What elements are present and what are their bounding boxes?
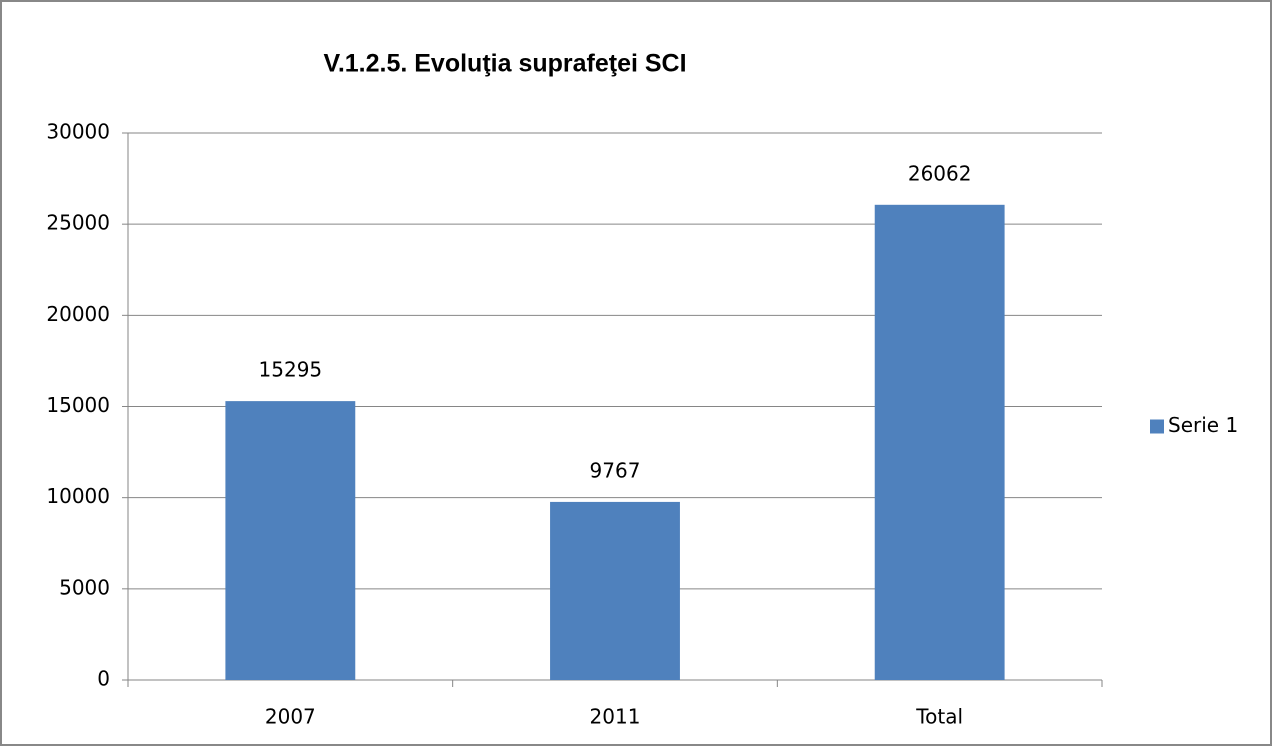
y-tick-label: 20000 (46, 302, 110, 326)
chart-title: V.1.2.5. Evoluţia suprafeţei SCI (323, 50, 686, 78)
legend-label: Serie 1 (1168, 413, 1238, 437)
bar (550, 501, 680, 680)
bar (225, 401, 356, 680)
y-tick-label: 0 (97, 667, 110, 691)
data-label: 26062 (908, 161, 972, 185)
bar (874, 204, 1005, 681)
data-label: 9767 (590, 458, 641, 482)
y-tick-label: 30000 (46, 120, 110, 144)
y-tick-label: 5000 (59, 575, 110, 599)
y-tick-label: 15000 (46, 393, 110, 417)
legend-swatch (1150, 419, 1164, 434)
y-tick-label: 10000 (46, 484, 110, 508)
y-tick-label: 25000 (46, 211, 110, 235)
x-tick-label: 2007 (265, 705, 316, 729)
x-tick-label: 2011 (590, 705, 641, 729)
x-tick-label: Total (915, 705, 963, 729)
data-label: 15295 (259, 358, 323, 382)
